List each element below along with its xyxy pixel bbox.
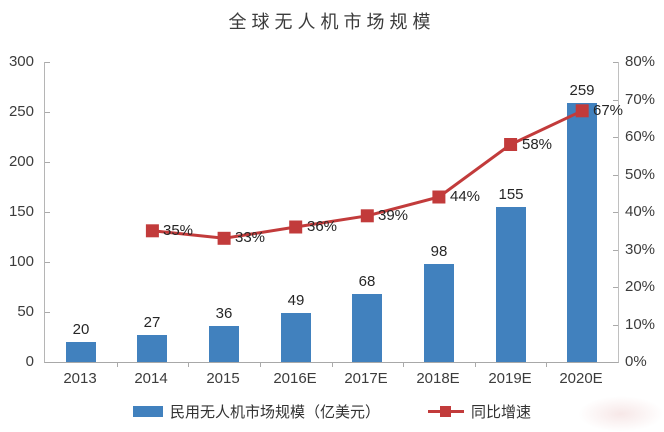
right-axis-tick-label: 30% (625, 240, 656, 258)
plot-area: 20 27 36 49 68 98 155 259 35% 33% 36% 39% 44% 58% 67% (44, 62, 623, 367)
left-axis-tick-label: 300 (8, 53, 34, 70)
bar-2020E (567, 103, 597, 362)
bar-value-label: 36 (215, 305, 233, 322)
growth-value-label: 58% (522, 136, 553, 153)
right-axis-tick (613, 212, 618, 213)
x-axis-label-2016E: 2016E (273, 370, 317, 387)
x-axis-label-2019E: 2019E (488, 370, 532, 387)
left-axis-tick-label: 50 (17, 303, 34, 320)
left-axis-tick (45, 262, 50, 263)
x-axis-label-2015: 2015 (206, 370, 240, 387)
bar-2015 (209, 326, 239, 362)
legend: 民用无人机市场规模（亿美元） 同比增速 (0, 401, 664, 422)
left-axis-tick (45, 312, 50, 313)
left-axis-tick (45, 212, 50, 213)
legend-label-growth: 同比增速 (471, 404, 532, 421)
chart-title: 全球无人机市场规模 (228, 12, 436, 32)
left-axis-tick (45, 162, 50, 163)
bar-value-label: 259 (569, 82, 595, 99)
right-axis-tick-label: 50% (625, 165, 656, 183)
legend-item-growth: 同比增速 (428, 401, 531, 422)
x-axis-tick (260, 362, 261, 367)
growth-value-label: 67% (593, 102, 624, 119)
bar-2013 (66, 342, 96, 362)
growth-value-label: 39% (378, 207, 409, 224)
bar-swatch-icon (132, 406, 163, 417)
x-axis-labels: 2013 2014 2015 2016E 2017E 2018E 2019E 2020E (44, 370, 617, 392)
line-marker-2014 (145, 224, 159, 238)
line-marker-2017E (360, 209, 374, 223)
right-axis-tick-label: 20% (625, 278, 656, 295)
x-axis-tick (332, 362, 333, 367)
x-axis-label-2013: 2013 (63, 370, 97, 387)
bar-value-label: 155 (498, 186, 524, 203)
right-axis-tick-label: 80% (625, 53, 656, 70)
right-axis-tick-label: 60% (625, 128, 656, 145)
right-axis-tick (613, 99, 618, 101)
growth-value-label: 33% (235, 229, 266, 246)
right-axis-tick (613, 324, 618, 326)
right-axis-tick (613, 287, 618, 288)
right-axis-labels: 0% 10% 20% 30% 40% 50% 60% 70% 80% (625, 53, 664, 370)
left-axis-tick-label: 100 (8, 253, 34, 270)
growth-value-label: 35% (163, 222, 194, 239)
left-axis-tick (45, 62, 50, 63)
line-marker-2015 (217, 231, 231, 245)
bar-2017E (352, 294, 382, 362)
right-axis-tick (613, 62, 618, 63)
right-axis-tick-label: 0% (625, 353, 647, 370)
bar-2014 (137, 335, 167, 362)
line-marker-2020E (575, 104, 589, 118)
bar-2016E (281, 313, 311, 362)
bar-value-label: 98 (430, 243, 448, 260)
line-marker-2016E (289, 220, 303, 234)
x-axis-tick (403, 362, 404, 367)
left-axis-labels: 0 50 100 150 200 250 300 (0, 53, 38, 370)
right-axis-tick-label: 40% (625, 203, 656, 220)
x-axis-label-2020E: 2020E (559, 370, 603, 387)
x-axis-label-2014: 2014 (134, 370, 168, 387)
bar-value-label: 49 (287, 292, 305, 309)
line-marker-2019E (504, 138, 518, 151)
line-marker-swatch-icon (428, 405, 464, 418)
line-marker-2018E (432, 190, 446, 204)
x-axis-tick (188, 362, 189, 367)
left-axis-tick-label: 200 (8, 153, 34, 170)
x-axis-tick (117, 362, 118, 367)
x-axis-label-2018E: 2018E (416, 370, 460, 387)
bar-value-label: 20 (72, 321, 90, 338)
left-axis-tick-label: 250 (8, 103, 34, 120)
left-axis-tick-label: 150 (8, 203, 34, 220)
bar-value-label: 68 (358, 273, 376, 290)
left-axis-tick (45, 112, 50, 113)
bar-2019E (496, 207, 526, 362)
legend-item-market-size: 民用无人机市场规模（亿美元） (132, 401, 380, 422)
bar-value-label: 27 (143, 314, 161, 331)
x-axis-label-2017E: 2017E (344, 370, 388, 387)
x-axis-tick (546, 362, 547, 367)
growth-value-label: 36% (307, 218, 338, 235)
right-axis-tick (613, 137, 618, 138)
right-axis-tick (613, 249, 618, 251)
bar-2018E (424, 264, 454, 362)
growth-value-label: 44% (450, 188, 481, 205)
x-axis-tick (475, 362, 476, 367)
right-axis-tick (613, 174, 618, 176)
growth-line-svg (145, 104, 589, 245)
right-axis-tick-label: 10% (625, 315, 656, 333)
right-axis-tick-label: 70% (625, 90, 656, 108)
left-axis-tick-label: 0 (25, 353, 34, 370)
legend-label-market-size: 民用无人机市场规模（亿美元） (169, 404, 380, 421)
